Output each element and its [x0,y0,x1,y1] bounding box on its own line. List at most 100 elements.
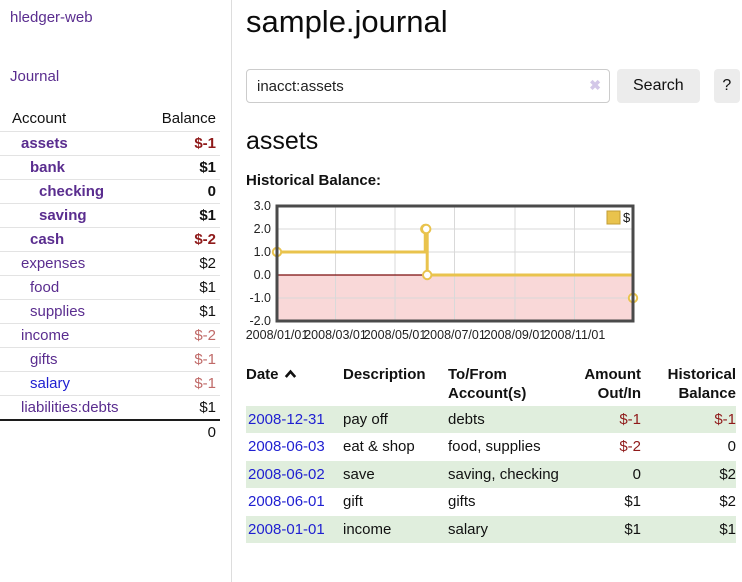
accounts-total-spacer [0,420,148,444]
register-header-balance[interactable]: Historical Balance [667,365,736,403]
account-cell: bank [0,156,148,180]
transaction-accounts: saving, checking [448,465,559,483]
account-balance: $2 [199,255,216,272]
accounts-header-balance: Balance [161,110,216,127]
account-balance: $1 [199,399,216,416]
account-link[interactable]: food [30,279,60,296]
account-cell: food [0,276,148,300]
register-header-accounts[interactable]: To/From Account(s) [448,365,527,403]
search-button[interactable]: Search [617,69,700,104]
account-cell: expenses [0,252,148,276]
account-balance: $-2 [194,327,216,344]
transaction-accounts: debts [448,410,485,428]
data-point-marker [421,223,432,235]
transaction-description: save [343,465,375,483]
transaction-description: eat & shop [343,438,415,456]
account-row: assets $-1 [0,131,220,156]
transaction-date-cell: 2008-01-01 [246,516,343,544]
transaction-description: pay off [343,410,388,428]
account-balance: $-1 [194,351,216,368]
transaction-date-cell: 2008-06-02 [246,461,343,489]
account-row: expenses $2 [0,251,220,276]
legend-swatch [606,210,621,225]
account-heading: assets [246,127,319,156]
account-balance: 0 [207,183,216,200]
search-input[interactable] [246,69,610,104]
account-balance: $1 [199,207,216,224]
account-row: income $-2 [0,323,220,348]
x-tick-label: 2008/03/01 [304,328,367,342]
account-link[interactable]: bank [30,159,66,176]
x-tick-label: 2008/09/01 [484,328,547,342]
transaction-date-link[interactable]: 2008-06-01 [248,493,325,511]
register-header-date[interactable]: Date [246,363,343,406]
accounts-total-value: 0 [207,424,216,441]
app-brand-link[interactable]: hledger-web [10,9,93,26]
register-header-amount[interactable]: Amount Out/In [584,365,641,403]
transaction-balance: $1 [719,520,736,538]
account-link[interactable]: income [21,327,70,344]
y-tick-label: 0.0 [254,268,271,282]
account-balance: $-1 [194,375,216,392]
account-link[interactable]: checking [39,183,105,200]
account-balance: $1 [199,279,216,296]
accounts-header-row: Account Balance [0,107,220,132]
transaction-date-link[interactable]: 2008-06-03 [248,438,325,456]
transaction-date-link[interactable]: 2008-12-31 [248,410,325,428]
account-link[interactable]: supplies [30,303,86,320]
account-link[interactable]: expenses [21,255,86,272]
account-link[interactable]: assets [21,135,68,152]
clear-search-icon[interactable]: ✖ [589,77,601,94]
account-row: liabilities:debts $1 [0,395,220,421]
y-tick-label: 3.0 [254,199,271,213]
transaction-amount: 0 [632,465,641,483]
transaction-balance: $2 [719,493,736,511]
register-table-body: 2008-12-31 pay off debts $-1 $-1 2008-06-03 ea… [246,405,736,544]
transaction-description: income [343,520,392,538]
transaction-row: 2008-06-02 save saving, checking 0 $2 [246,460,736,489]
account-row: food $1 [0,275,220,300]
accounts-total-row: 0 [0,420,220,444]
plot-border [275,204,635,323]
account-link[interactable]: saving [39,207,87,224]
register-table: Date Description To/From Account(s) Amou… [246,363,736,544]
register-header-description[interactable]: Description [343,365,426,383]
transaction-row: 2008-06-03 eat & shop food, supplies $-2 0 [246,433,736,461]
sidebar-item-journal[interactable]: Journal [10,68,60,85]
x-tick-label: 2008/01/01 [246,328,309,342]
account-row: saving $1 [0,203,220,228]
transaction-amount: $-1 [619,410,641,428]
account-cell: gifts [0,348,148,372]
transaction-date-link[interactable]: 2008-06-02 [248,465,325,483]
account-row: salary $-1 [0,371,220,396]
sort-ascending-icon [284,369,296,378]
transaction-description: gift [343,493,364,511]
account-cell: salary [0,372,148,396]
y-tick-label: 1.0 [254,245,271,259]
account-balance: $-2 [194,231,216,248]
transaction-row: 2008-06-01 gift gifts $1 $2 [246,488,736,516]
page-title: sample.journal [246,4,448,39]
transaction-amount: $1 [624,493,641,511]
search-form: ✖ Search ? [246,69,740,104]
account-cell: saving [0,204,148,228]
x-tick-label: 2008/05/01 [364,328,427,342]
transaction-balance: $-1 [714,410,736,428]
help-button[interactable]: ? [713,69,740,104]
account-link[interactable]: salary [30,375,71,392]
account-cell: income [0,324,148,348]
transaction-amount: $-2 [619,438,641,456]
accounts-table-body: assets $-1 bank $1 checking 0 saving $1 cash $-2 e… [0,131,220,445]
accounts-table: Account Balance assets $-1 bank $1 checking 0… [0,107,220,444]
account-link[interactable]: cash [30,231,65,248]
transaction-accounts: salary [448,520,489,538]
transaction-balance: $2 [719,465,736,483]
account-cell: liabilities:debts [0,396,148,421]
account-link[interactable]: liabilities:debts [21,399,119,416]
main-content: sample.journal ✖ Search ? assets Histori… [246,0,740,544]
transaction-accounts: food, supplies [448,438,541,456]
transaction-amount: $1 [624,520,641,538]
account-balance: $-1 [194,135,216,152]
transaction-date-link[interactable]: 2008-01-01 [248,520,325,538]
account-link[interactable]: gifts [30,351,58,368]
